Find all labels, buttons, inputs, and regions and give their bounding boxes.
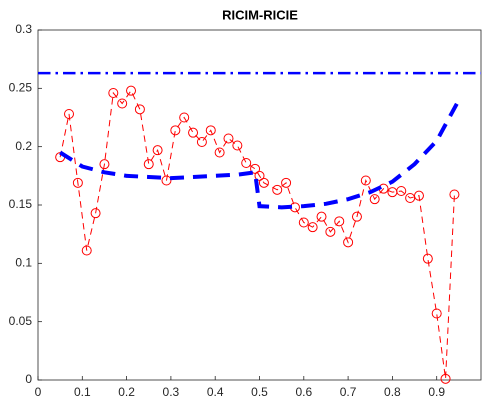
data-point xyxy=(81,245,92,256)
data-point xyxy=(449,189,460,200)
x-tick-label: 0.5 xyxy=(251,385,268,399)
data-point xyxy=(360,175,371,186)
data-point xyxy=(422,253,433,264)
data-point xyxy=(258,177,269,188)
x-tick-label: 0.2 xyxy=(118,385,135,399)
data-point xyxy=(241,158,252,168)
data-point xyxy=(99,159,110,170)
data-point xyxy=(134,104,145,115)
y-tick-label: 0.25 xyxy=(9,81,33,95)
data-point xyxy=(316,211,327,222)
data-point xyxy=(72,177,83,188)
data-point xyxy=(369,194,380,205)
y-tick-label: 0 xyxy=(25,372,32,386)
data-point xyxy=(64,109,75,119)
data-point xyxy=(254,170,265,181)
data-point xyxy=(196,137,207,147)
data-point xyxy=(179,112,190,123)
data-point xyxy=(117,98,128,109)
y-tick-label: 0.05 xyxy=(9,314,33,328)
data-point xyxy=(170,125,181,136)
series-line xyxy=(59,89,455,379)
y-tick-label: 0.1 xyxy=(15,256,32,270)
data-point xyxy=(440,373,451,384)
data-point xyxy=(272,184,283,195)
data-point xyxy=(214,147,225,158)
y-tick-label: 0.3 xyxy=(15,22,32,36)
data-point xyxy=(307,222,318,233)
data-point xyxy=(413,190,424,201)
data-point xyxy=(161,175,172,186)
data-point xyxy=(188,127,199,138)
data-point xyxy=(343,237,354,248)
data-point xyxy=(108,88,119,98)
data-point xyxy=(325,226,336,237)
data-point xyxy=(232,140,243,151)
data-point xyxy=(396,186,407,196)
data-point xyxy=(126,85,137,96)
data-point xyxy=(334,216,345,227)
x-tick-label: 0.4 xyxy=(207,385,224,399)
data-point xyxy=(143,159,154,170)
x-tick-label: 0.8 xyxy=(384,385,401,399)
data-point xyxy=(205,125,216,136)
x-tick-label: 0.9 xyxy=(428,385,445,399)
x-tick-label: 0.7 xyxy=(340,385,357,399)
data-point xyxy=(223,133,234,144)
data-point xyxy=(281,177,292,188)
x-tick-label: 0.6 xyxy=(295,385,312,399)
data-point xyxy=(152,145,163,156)
y-tick-label: 0.2 xyxy=(15,139,32,153)
data-point xyxy=(431,308,442,319)
x-tick-label: 0.1 xyxy=(74,385,91,399)
data-point xyxy=(351,211,362,222)
data-point xyxy=(90,208,101,219)
x-tick-label: 0.3 xyxy=(163,385,180,399)
series-line xyxy=(59,99,461,210)
y-tick-label: 0.15 xyxy=(9,197,33,211)
x-tick-label: 0 xyxy=(35,385,42,399)
data-point xyxy=(298,217,309,228)
data-point xyxy=(250,163,261,174)
chart-title: RICIM-RICIE xyxy=(222,7,298,22)
